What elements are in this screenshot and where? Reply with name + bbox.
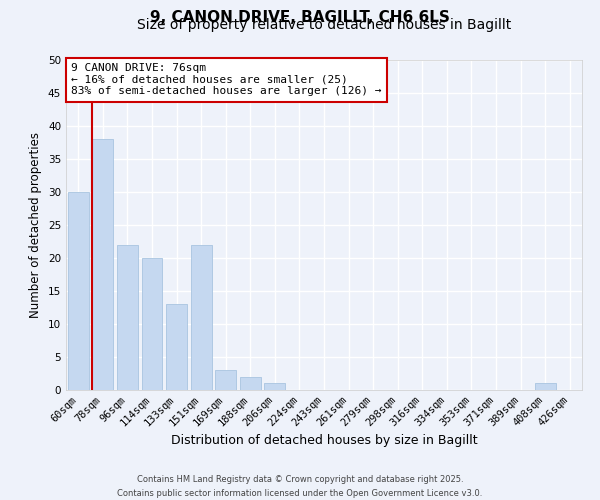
Bar [240, 377, 261, 390]
Bar [117, 245, 138, 390]
Text: 9 CANON DRIVE: 76sqm
← 16% of detached houses are smaller (25)
83% of semi-detac: 9 CANON DRIVE: 76sqm ← 16% of detached h… [71, 64, 382, 96]
X-axis label: Distribution of detached houses by size in Bagillt: Distribution of detached houses by size … [170, 434, 478, 447]
Y-axis label: Number of detached properties: Number of detached properties [29, 132, 43, 318]
Bar [68, 192, 89, 390]
Bar [142, 258, 163, 390]
Bar [92, 139, 113, 390]
Bar [215, 370, 236, 390]
Bar [191, 245, 212, 390]
Bar [265, 384, 286, 390]
Bar [166, 304, 187, 390]
Title: Size of property relative to detached houses in Bagillt: Size of property relative to detached ho… [137, 18, 511, 32]
Bar [535, 384, 556, 390]
Text: Contains HM Land Registry data © Crown copyright and database right 2025.
Contai: Contains HM Land Registry data © Crown c… [118, 476, 482, 498]
Text: 9, CANON DRIVE, BAGILLT, CH6 6LS: 9, CANON DRIVE, BAGILLT, CH6 6LS [150, 10, 450, 25]
